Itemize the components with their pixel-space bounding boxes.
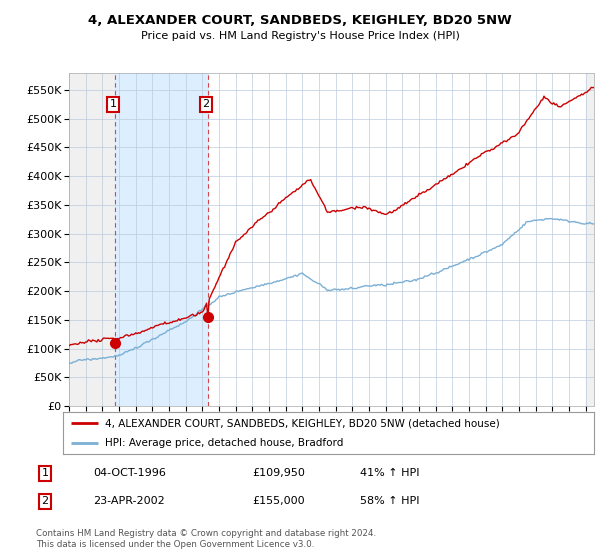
Text: 4, ALEXANDER COURT, SANDBEDS, KEIGHLEY, BD20 5NW: 4, ALEXANDER COURT, SANDBEDS, KEIGHLEY, … bbox=[88, 14, 512, 27]
Text: 1: 1 bbox=[41, 468, 49, 478]
Text: £155,000: £155,000 bbox=[252, 496, 305, 506]
Text: £109,950: £109,950 bbox=[252, 468, 305, 478]
Text: 23-APR-2002: 23-APR-2002 bbox=[93, 496, 165, 506]
Bar bbox=[69, 73, 115, 406]
Text: 1: 1 bbox=[110, 99, 116, 109]
Text: 58% ↑ HPI: 58% ↑ HPI bbox=[360, 496, 419, 506]
Text: Price paid vs. HM Land Registry's House Price Index (HPI): Price paid vs. HM Land Registry's House … bbox=[140, 31, 460, 41]
Text: 2: 2 bbox=[41, 496, 49, 506]
Text: Contains HM Land Registry data © Crown copyright and database right 2024.
This d: Contains HM Land Registry data © Crown c… bbox=[36, 529, 376, 549]
Bar bbox=[586, 73, 594, 406]
Bar bbox=[115, 73, 208, 406]
Text: 04-OCT-1996: 04-OCT-1996 bbox=[93, 468, 166, 478]
Text: 2: 2 bbox=[202, 99, 209, 109]
Text: 41% ↑ HPI: 41% ↑ HPI bbox=[360, 468, 419, 478]
Text: HPI: Average price, detached house, Bradford: HPI: Average price, detached house, Brad… bbox=[106, 438, 344, 448]
Text: 4, ALEXANDER COURT, SANDBEDS, KEIGHLEY, BD20 5NW (detached house): 4, ALEXANDER COURT, SANDBEDS, KEIGHLEY, … bbox=[106, 418, 500, 428]
